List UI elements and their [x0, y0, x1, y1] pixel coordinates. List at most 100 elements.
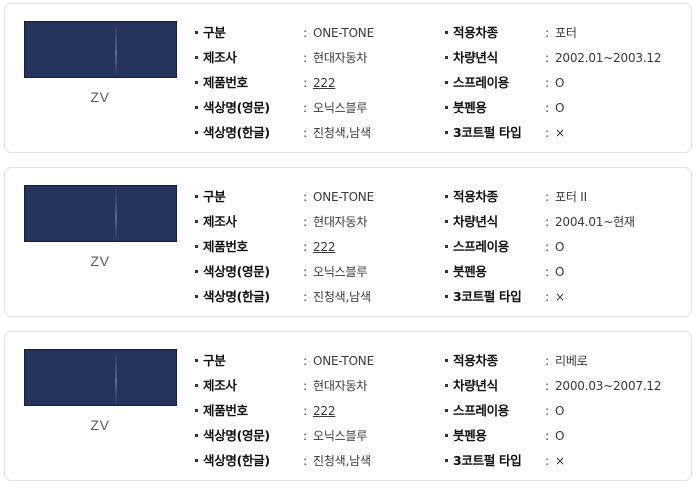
bullet-icon: [195, 409, 198, 412]
spec-row-spray-use: 스프레이용 : O: [445, 398, 691, 423]
spec-separator: :: [545, 403, 550, 418]
spec-row-type: 구분 : ONE-TONE: [195, 348, 445, 373]
bullet-icon: [445, 220, 448, 223]
spec-value-color-name-kr: 진청색,남색: [313, 126, 371, 140]
spec-value-vehicle-model: 포터 II: [555, 190, 587, 204]
spec-row-color-name-kr: 색상명(한글) : 진청색,남색: [195, 448, 445, 473]
spec-row-type: 구분 : ONE-TONE: [195, 184, 445, 209]
spec-label-vehicle-model: 적용차종: [453, 25, 498, 40]
spec-separator: :: [303, 75, 308, 90]
spec-label-color-name-kr: 색상명(한글): [203, 289, 270, 304]
spec-value-three-coat-pearl: ×: [555, 126, 565, 140]
spec-row-color-name-en: 색상명(영문) : 오닉스블루: [195, 423, 445, 448]
spec-separator: :: [545, 289, 550, 304]
color-swatch-column: ZV: [5, 332, 195, 433]
spec-value-type: ONE-TONE: [313, 190, 374, 204]
spec-value-spray-use: O: [555, 404, 565, 418]
spec-row-vehicle-model: 적용차종 : 포터 II: [445, 184, 691, 209]
spec-row-three-coat-pearl: 3코트펄 타입 : ×: [445, 284, 691, 309]
spec-label-color-name-en: 색상명(영문): [203, 100, 270, 115]
spec-label-brush-pen-use: 붓펜용: [453, 100, 487, 115]
spec-separator: :: [303, 353, 308, 368]
spec-separator: :: [303, 289, 308, 304]
spec-label-spray-use: 스프레이용: [453, 75, 510, 90]
spec-value-manufacturer: 현대자동차: [313, 215, 368, 229]
spec-value-type: ONE-TONE: [313, 26, 374, 40]
spec-row-model-year: 차량년식 : 2002.01~2003.12: [445, 45, 691, 70]
bullet-icon: [195, 359, 198, 362]
spec-value-spray-use: O: [555, 76, 565, 90]
product-card[interactable]: ZV 구분 : ONE-TONE 제조사 : 현대자동차 제품번호: [4, 3, 692, 153]
spec-column-left: 구분 : ONE-TONE 제조사 : 현대자동차 제품번호 : 222: [195, 4, 445, 145]
color-swatch[interactable]: [23, 21, 177, 78]
spec-value-three-coat-pearl: ×: [555, 290, 565, 304]
spec-row-three-coat-pearl: 3코트펄 타입 : ×: [445, 448, 691, 473]
spec-value-vehicle-model: 리베로: [555, 354, 588, 368]
spec-label-manufacturer: 제조사: [203, 378, 237, 393]
spec-row-manufacturer: 제조사 : 현대자동차: [195, 45, 445, 70]
spec-row-manufacturer: 제조사 : 현대자동차: [195, 373, 445, 398]
color-swatch-column: ZV: [5, 168, 195, 269]
bullet-icon: [445, 384, 448, 387]
spec-separator: :: [545, 189, 550, 204]
bullet-icon: [445, 459, 448, 462]
bullet-icon: [445, 81, 448, 84]
spec-label-three-coat-pearl: 3코트펄 타입: [453, 453, 522, 468]
spec-row-model-year: 차량년식 : 2004.01~현재: [445, 209, 691, 234]
spec-row-product-no: 제품번호 : 222: [195, 398, 445, 423]
spec-separator: :: [303, 453, 308, 468]
spec-row-color-name-en: 색상명(영문) : 오닉스블루: [195, 95, 445, 120]
bullet-icon: [195, 56, 198, 59]
spec-row-spray-use: 스프레이용 : O: [445, 70, 691, 95]
spec-separator: :: [303, 189, 308, 204]
spec-label-color-name-kr: 색상명(한글): [203, 125, 270, 140]
spec-separator: :: [545, 453, 550, 468]
spec-separator: :: [545, 378, 550, 393]
spec-separator: :: [545, 100, 550, 115]
spec-label-spray-use: 스프레이용: [453, 239, 510, 254]
spec-label-model-year: 차량년식: [453, 378, 498, 393]
bullet-icon: [195, 81, 198, 84]
bullet-icon: [445, 131, 448, 134]
product-card[interactable]: ZV 구분 : ONE-TONE 제조사 : 현대자동차 제품번호: [4, 331, 692, 481]
bullet-icon: [195, 270, 198, 273]
spec-value-type: ONE-TONE: [313, 354, 374, 368]
spec-label-vehicle-model: 적용차종: [453, 189, 498, 204]
spec-label-three-coat-pearl: 3코트펄 타입: [453, 125, 522, 140]
spec-value-model-year: 2004.01~현재: [555, 215, 635, 229]
spec-value-product-no[interactable]: 222: [313, 404, 336, 418]
color-swatch-column: ZV: [5, 4, 195, 105]
spec-row-vehicle-model: 적용차종 : 포터: [445, 20, 691, 45]
spec-separator: :: [545, 125, 550, 140]
spec-value-product-no[interactable]: 222: [313, 76, 336, 90]
spec-separator: :: [303, 214, 308, 229]
spec-separator: :: [545, 75, 550, 90]
product-card[interactable]: ZV 구분 : ONE-TONE 제조사 : 현대자동차 제품번호: [4, 167, 692, 317]
spec-separator: :: [303, 125, 308, 140]
spec-separator: :: [303, 25, 308, 40]
spec-separator: :: [303, 264, 308, 279]
bullet-icon: [195, 31, 198, 34]
bullet-icon: [445, 359, 448, 362]
bullet-icon: [445, 245, 448, 248]
spec-column-right: 적용차종 : 포터 차량년식 : 2002.01~2003.12 스프레이용 :…: [445, 4, 691, 145]
spec-value-three-coat-pearl: ×: [555, 454, 565, 468]
spec-label-product-no: 제품번호: [203, 239, 248, 254]
spec-label-color-name-kr: 색상명(한글): [203, 453, 270, 468]
spec-value-brush-pen-use: O: [555, 265, 565, 279]
spec-value-color-name-kr: 진청색,남색: [313, 454, 371, 468]
spec-label-model-year: 차량년식: [453, 50, 498, 65]
spec-row-type: 구분 : ONE-TONE: [195, 20, 445, 45]
spec-value-spray-use: O: [555, 240, 565, 254]
bullet-icon: [195, 459, 198, 462]
spec-separator: :: [545, 50, 550, 65]
spec-value-brush-pen-use: O: [555, 101, 565, 115]
color-swatch[interactable]: [23, 349, 177, 406]
color-swatch[interactable]: [23, 185, 177, 242]
spec-row-spray-use: 스프레이용 : O: [445, 234, 691, 259]
spec-row-product-no: 제품번호 : 222: [195, 70, 445, 95]
swatch-sheen-overlay: [115, 22, 118, 77]
spec-row-color-name-kr: 색상명(한글) : 진청색,남색: [195, 120, 445, 145]
spec-value-product-no[interactable]: 222: [313, 240, 336, 254]
